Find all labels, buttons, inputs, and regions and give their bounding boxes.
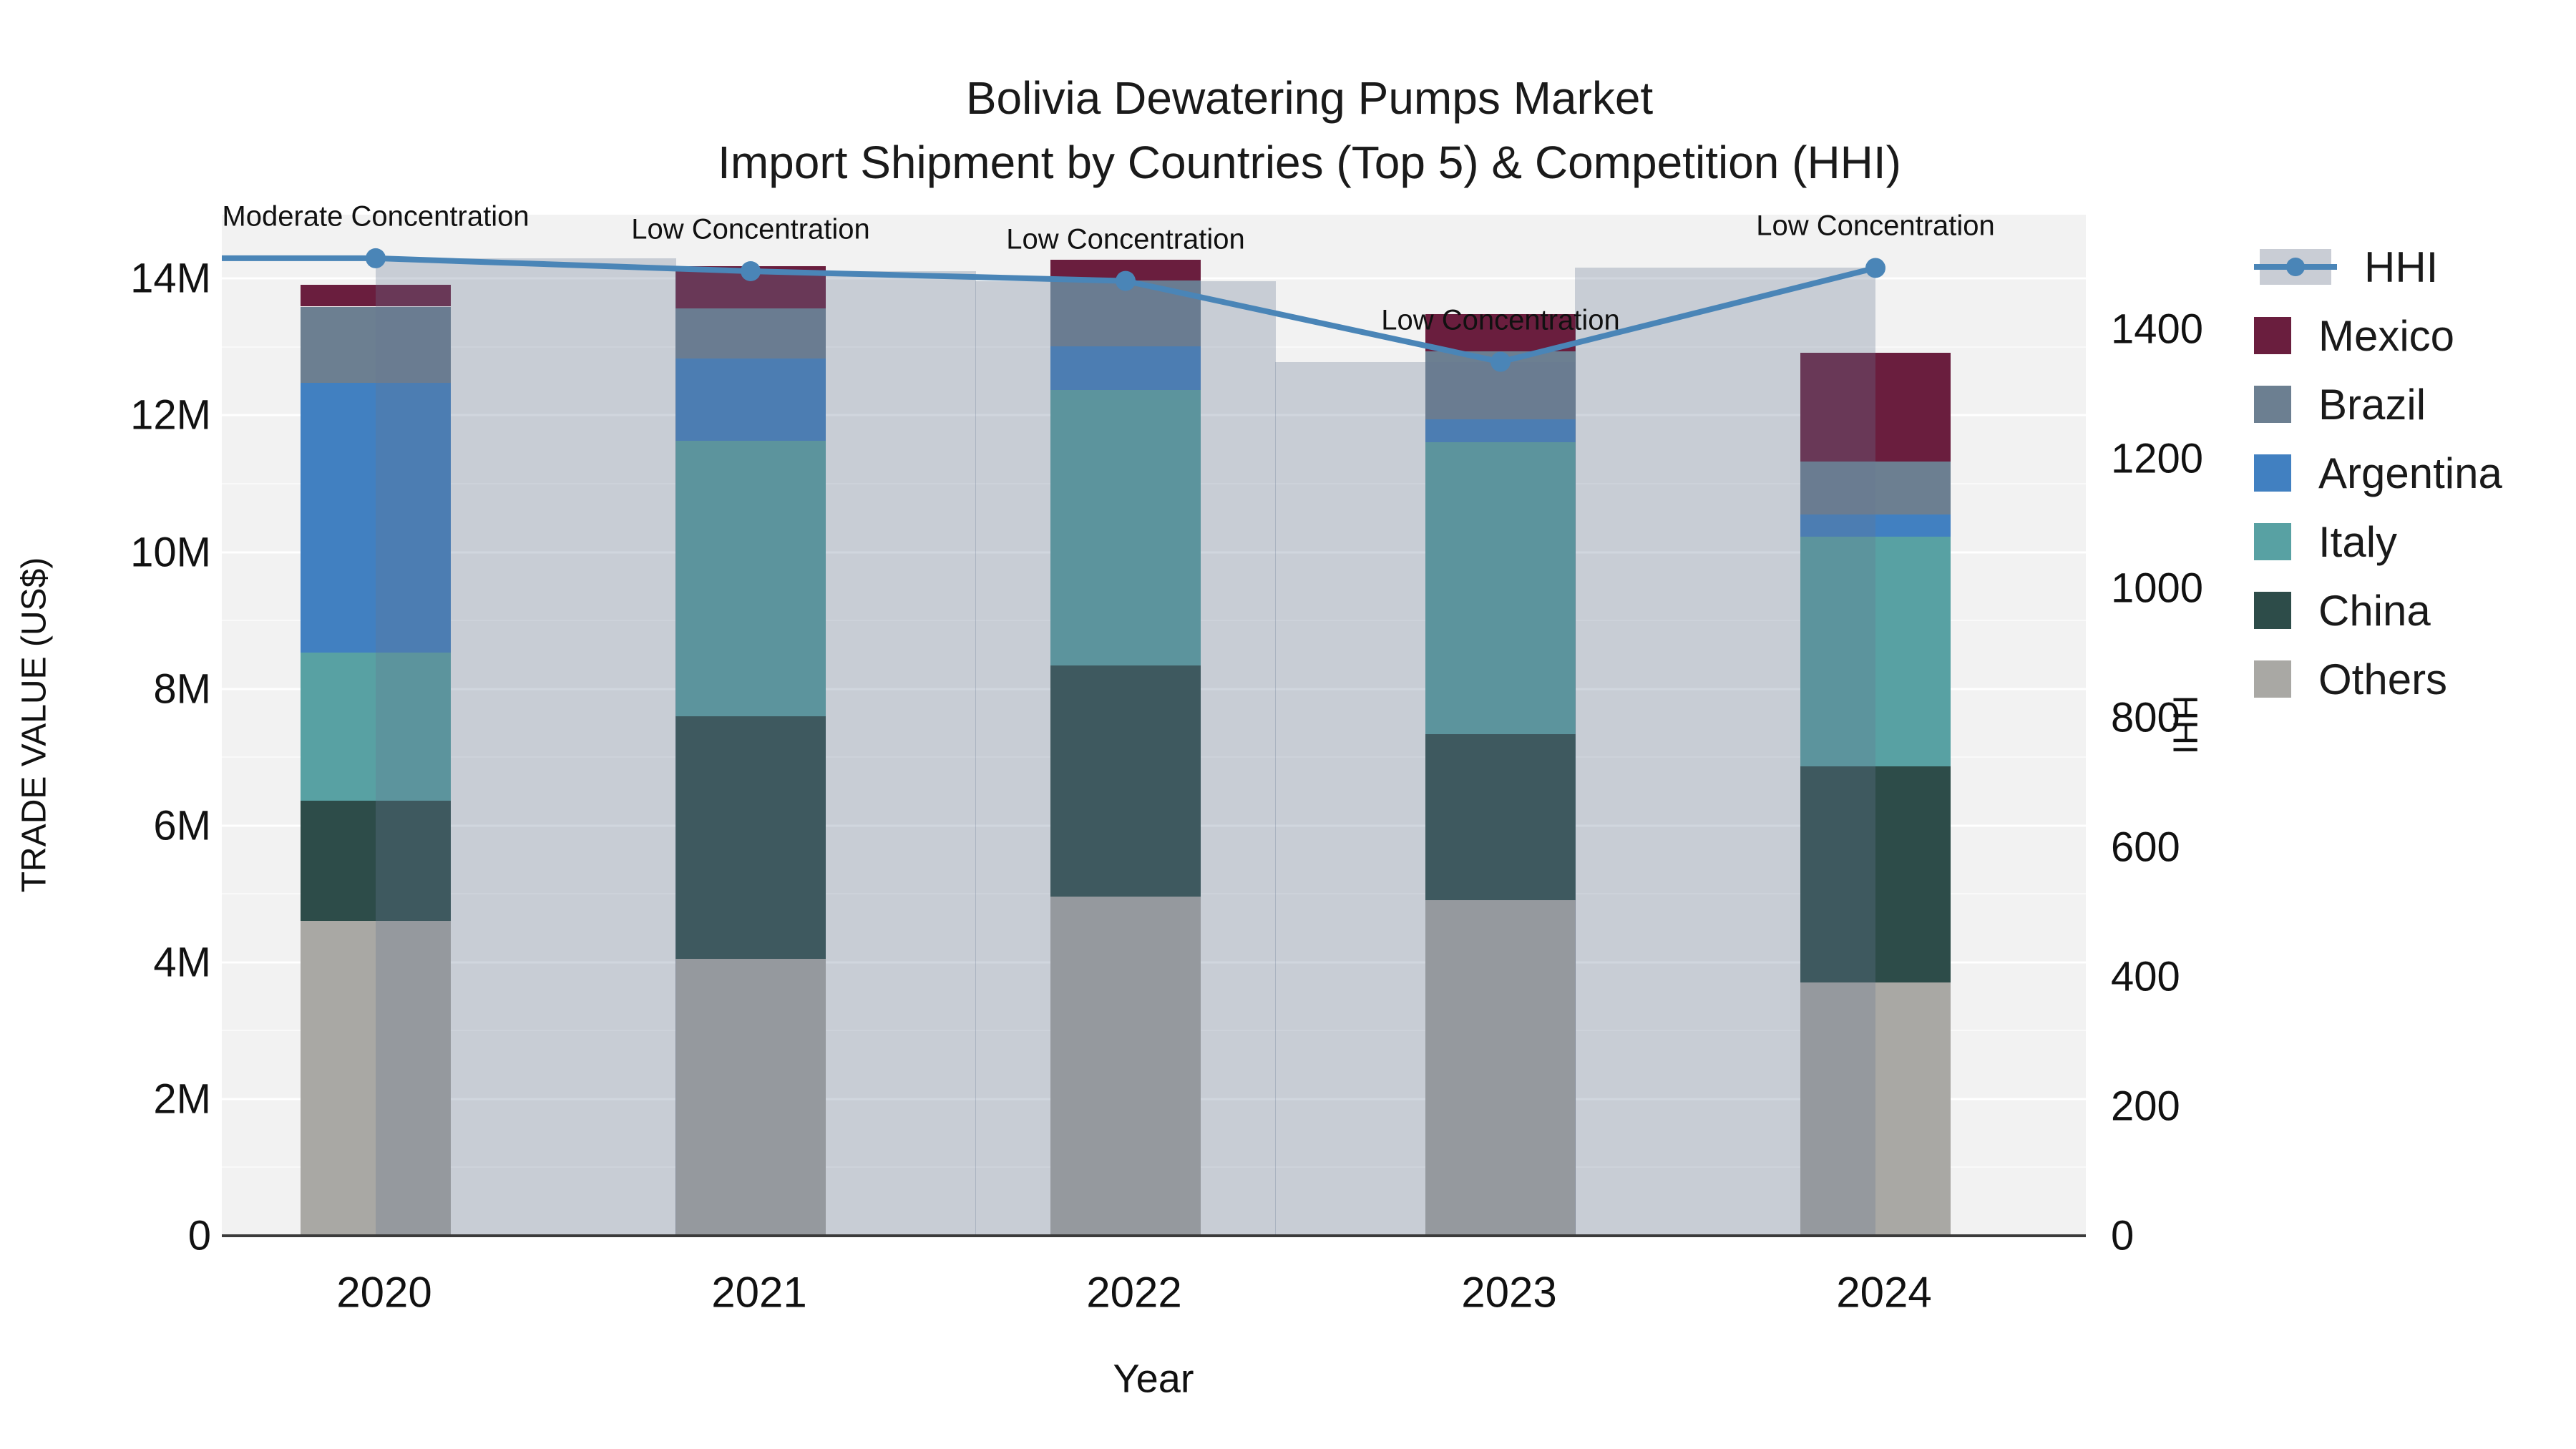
annotation-2023: Low Concentration (1381, 304, 1620, 336)
hhi-marker-2022[interactable] (1116, 270, 1136, 291)
left-tick-2M: 2M (153, 1075, 211, 1123)
legend-item-others[interactable]: Others (2254, 645, 2502, 713)
x-tick-2023: 2023 (1461, 1268, 1557, 1317)
bar-segment-argentina-2022[interactable] (1050, 346, 1201, 391)
legend-swatch-china (2254, 592, 2291, 629)
left-tick-0: 0 (187, 1212, 211, 1259)
legend-item-brazil[interactable]: Brazil (2254, 370, 2502, 439)
bar-segment-others-2022[interactable] (1050, 897, 1201, 1236)
legend-swatch-argentina (2254, 454, 2291, 492)
bar-segment-china-2021[interactable] (675, 716, 826, 960)
hhi-bar-2024[interactable] (1575, 268, 1875, 1236)
bar-segment-argentina-2023[interactable] (1425, 419, 1576, 442)
x-tick-2022: 2022 (1086, 1268, 1182, 1317)
legend-label-others: Others (2318, 655, 2448, 703)
legend-item-mexico[interactable]: Mexico (2254, 301, 2502, 370)
bar-segment-brazil-2024[interactable] (1800, 462, 1951, 514)
hhi-bar-2021[interactable] (675, 271, 976, 1236)
hhi-marker-2020[interactable] (366, 248, 386, 268)
legend-label-brazil: Brazil (2318, 380, 2426, 429)
chart-title-line2: Import Shipment by Countries (Top 5) & C… (718, 137, 1901, 188)
hhi-marker-2024[interactable] (1865, 258, 1885, 278)
right-tick-600: 600 (2111, 824, 2180, 871)
bar-segment-italy-2020[interactable] (301, 652, 451, 801)
left-tick-14M: 14M (130, 255, 211, 302)
annotation-2020: Moderate Concentration (222, 200, 530, 233)
legend-label-hhi: HHI (2364, 243, 2439, 291)
right-tick-1200: 1200 (2111, 435, 2204, 482)
bar-segment-others-2021[interactable] (675, 959, 826, 1236)
hhi-bar-2023[interactable] (1275, 361, 1576, 1236)
legend-label-china: China (2318, 586, 2431, 635)
plot-area: Moderate Concentration Low Concentration L… (222, 200, 2086, 1237)
bar-segment-italy-2023[interactable] (1425, 441, 1576, 734)
legend-item-argentina[interactable]: Argentina (2254, 439, 2502, 507)
right-tick-0: 0 (2111, 1212, 2135, 1259)
legend-hhi-line-icon (2254, 248, 2337, 286)
legend: HHI Mexico Brazil Argentina Italy China Others (2254, 233, 2502, 713)
x-axis-line (222, 1234, 2086, 1237)
chart-title-line1: Bolivia Dewatering Pumps Market (965, 72, 1654, 124)
legend-label-argentina: Argentina (2318, 449, 2502, 497)
bar-segment-italy-2022[interactable] (1050, 390, 1201, 666)
bar-segment-others-2023[interactable] (1425, 899, 1576, 1236)
x-axis-title: Year (1113, 1355, 1194, 1401)
legend-label-italy: Italy (2318, 517, 2398, 566)
left-tick-6M: 6M (153, 802, 211, 849)
bar-segment-mexico-2020[interactable] (301, 284, 451, 307)
bar-segment-china-2023[interactable] (1425, 733, 1576, 900)
bar-segment-argentina-2021[interactable] (675, 358, 826, 441)
left-axis-title: TRADE VALUE (US$) (15, 557, 54, 893)
legend-item-china[interactable]: China (2254, 576, 2502, 645)
legend-swatch-italy (2254, 523, 2291, 560)
hhi-bar-2020[interactable] (376, 258, 676, 1236)
bar-segment-china-2024[interactable] (1800, 766, 1951, 983)
x-tick-2020: 2020 (336, 1268, 432, 1317)
right-tick-1400: 1400 (2111, 306, 2204, 353)
bar-segment-china-2020[interactable] (301, 801, 451, 921)
bar-segment-brazil-2020[interactable] (301, 306, 451, 383)
legend-hhi-marker-swatch (2286, 258, 2305, 276)
bar-segment-others-2024[interactable] (1800, 982, 1951, 1236)
right-tick-800: 800 (2111, 694, 2180, 741)
x-tick-2024: 2024 (1836, 1268, 1932, 1317)
annotation-2024: Low Concentration (1756, 210, 1995, 242)
bar-segment-argentina-2020[interactable] (301, 382, 451, 653)
right-tick-1000: 1000 (2111, 565, 2204, 612)
annotation-2022: Low Concentration (1006, 223, 1245, 255)
right-tick-400: 400 (2111, 953, 2180, 1000)
legend-label-mexico: Mexico (2318, 311, 2455, 360)
bar-segment-mexico-2023[interactable] (1425, 314, 1576, 351)
bar-segment-brazil-2021[interactable] (675, 308, 826, 359)
left-tick-8M: 8M (153, 665, 211, 713)
legend-item-hhi[interactable]: HHI (2254, 233, 2502, 301)
legend-swatch-brazil (2254, 386, 2291, 423)
bar-segment-italy-2021[interactable] (675, 440, 826, 716)
hhi-bar-2022[interactable] (975, 280, 1276, 1236)
hhi-line[interactable] (222, 255, 1876, 365)
annotation-2021: Low Concentration (631, 213, 870, 245)
left-tick-12M: 12M (130, 391, 211, 439)
x-tick-2021: 2021 (711, 1268, 807, 1317)
right-tick-200: 200 (2111, 1083, 2180, 1130)
hhi-marker-2023[interactable] (1491, 351, 1511, 372)
bar-segment-italy-2024[interactable] (1800, 536, 1951, 766)
bar-segment-china-2022[interactable] (1050, 665, 1201, 897)
left-tick-10M: 10M (130, 529, 211, 575)
hhi-marker-2021[interactable] (741, 260, 761, 281)
hhi-line-layer (222, 248, 1885, 372)
legend-swatch-mexico (2254, 317, 2291, 354)
bar-segment-mexico-2024[interactable] (1800, 352, 1951, 462)
bar-segment-others-2020[interactable] (301, 920, 451, 1236)
bar-segment-argentina-2024[interactable] (1800, 514, 1951, 537)
legend-swatch-others (2254, 660, 2291, 698)
legend-item-italy[interactable]: Italy (2254, 507, 2502, 576)
left-tick-4M: 4M (153, 939, 211, 986)
